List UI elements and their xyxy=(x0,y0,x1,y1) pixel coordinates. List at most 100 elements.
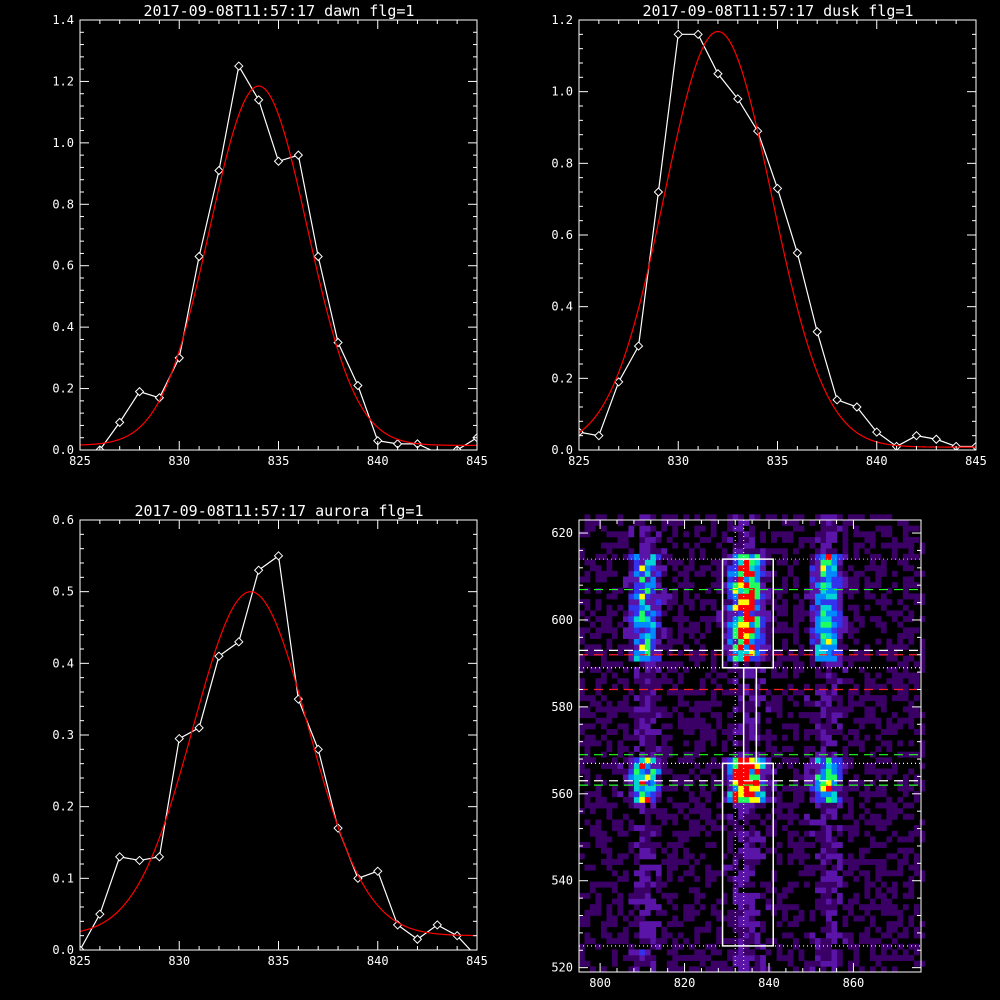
aurora-data-point xyxy=(114,852,125,862)
heatmap-pixel xyxy=(836,638,843,645)
heatmap-pixel xyxy=(710,909,717,916)
heatmap-pixel xyxy=(809,536,816,543)
heatmap-pixel xyxy=(836,768,843,775)
heatmap-pixel xyxy=(738,938,744,945)
heatmap-pixel xyxy=(628,966,635,973)
heatmap-pixel xyxy=(699,548,706,555)
heatmap-pixel xyxy=(672,949,679,956)
heatmap-pixel xyxy=(880,785,887,792)
heatmap-pixel xyxy=(809,966,816,973)
heatmap-pixel xyxy=(902,565,909,572)
heatmap-pixel xyxy=(847,689,854,696)
heatmap-pixel xyxy=(902,774,909,781)
heatmap-pixel xyxy=(617,825,624,832)
heatmap-pixel xyxy=(727,875,733,882)
heatmap-pixel xyxy=(760,842,766,848)
heatmap-pixel xyxy=(743,853,750,860)
heatmap-pixel xyxy=(880,932,887,939)
heatmap-pixel xyxy=(672,802,679,809)
heatmap-pixel xyxy=(787,627,794,634)
heatmap-pixel xyxy=(897,520,904,526)
heatmap-pixel xyxy=(815,791,821,798)
heatmap-pixel xyxy=(732,616,739,622)
heatmap-pixel xyxy=(606,746,613,752)
aurora-data-point xyxy=(95,909,105,919)
heatmap-pixel xyxy=(908,706,915,713)
heatmap-pixel xyxy=(644,582,651,589)
heatmap-pixel xyxy=(579,729,585,735)
heatmap-pixel xyxy=(666,627,673,634)
heatmap-pixel xyxy=(732,796,739,803)
heatmap-pixel xyxy=(743,599,750,606)
heatmap-pixel xyxy=(606,802,613,809)
heatmap-pixel xyxy=(836,853,843,860)
heatmap-pixel xyxy=(705,921,712,928)
heatmap-pixel xyxy=(639,553,646,560)
heatmap-pixel xyxy=(705,627,712,634)
heatmap-pixel xyxy=(875,717,882,724)
heatmap-pixel xyxy=(919,762,926,769)
heatmap-pixel xyxy=(858,870,865,877)
heatmap-pixel xyxy=(617,520,624,526)
heatmap-pixel xyxy=(886,813,893,820)
heatmap-pixel xyxy=(847,729,854,735)
heatmap-pixel xyxy=(672,774,679,781)
heatmap-pixel xyxy=(809,587,816,594)
heatmap-pixel xyxy=(749,627,755,634)
heatmap-pixel xyxy=(771,779,777,786)
heatmap-pixel xyxy=(760,791,766,798)
heatmap-pixel xyxy=(809,768,816,775)
heatmap-pixel xyxy=(836,723,843,730)
heatmap-pixel xyxy=(886,802,893,809)
heatmap-pixel xyxy=(727,762,733,769)
heatmap-pixel xyxy=(765,627,772,634)
heatmap-pixel xyxy=(743,553,750,560)
heatmap-pixel xyxy=(738,610,744,617)
heatmap-pixel xyxy=(694,570,701,577)
heatmap-pixel xyxy=(644,655,651,662)
aurora-data-point xyxy=(214,651,224,661)
heatmap-pixel xyxy=(655,904,662,911)
heatmap-pixel xyxy=(611,791,618,798)
heatmap-pixel xyxy=(606,542,613,549)
heatmap-pixel xyxy=(820,672,827,679)
heatmap-pixel xyxy=(749,938,755,945)
heatmap-pixel xyxy=(847,695,854,702)
heatmap-pixel xyxy=(705,729,712,735)
heatmap-pixel xyxy=(738,808,744,815)
heatmap-pixel xyxy=(919,593,926,600)
heatmap-pixel xyxy=(683,666,690,673)
heatmap-pixel xyxy=(727,627,733,634)
heatmap-pixel xyxy=(644,621,651,628)
heatmap-pixel xyxy=(771,548,777,555)
heatmap-pixel xyxy=(787,808,794,815)
heatmap-pixel xyxy=(743,791,750,798)
heatmap-pixel xyxy=(749,791,755,798)
heatmap-pixel xyxy=(628,712,635,719)
heatmap-pixel xyxy=(869,955,876,961)
heatmap-pixel xyxy=(815,627,821,634)
heatmap-pixel xyxy=(754,740,761,747)
heatmap-pixel xyxy=(891,768,898,775)
heatmap-pixel xyxy=(661,712,668,719)
heatmap-pixel xyxy=(628,791,635,798)
heatmap-pixel xyxy=(776,762,783,769)
heatmap-pixel xyxy=(880,593,887,600)
heatmap-pixel xyxy=(826,791,832,798)
heatmap-pixel xyxy=(836,706,843,713)
heatmap-pixel xyxy=(754,836,761,843)
heatmap-pixel xyxy=(826,536,832,543)
heatmap-pixel xyxy=(705,864,712,871)
heatmap-pixel xyxy=(727,966,733,973)
heatmap-pixel xyxy=(864,926,871,933)
heatmap-pixel xyxy=(897,638,904,645)
heatmap-pixel xyxy=(600,649,607,656)
heatmap-pixel xyxy=(644,960,651,967)
heatmap-pixel xyxy=(639,587,646,594)
heatmap-pixel xyxy=(902,587,909,594)
heatmap-pixel xyxy=(644,717,651,724)
heatmap-pixel xyxy=(820,695,827,702)
heatmap-pixel xyxy=(721,864,728,871)
heatmap-pixel xyxy=(639,610,646,617)
heatmap-pixel xyxy=(760,587,766,594)
